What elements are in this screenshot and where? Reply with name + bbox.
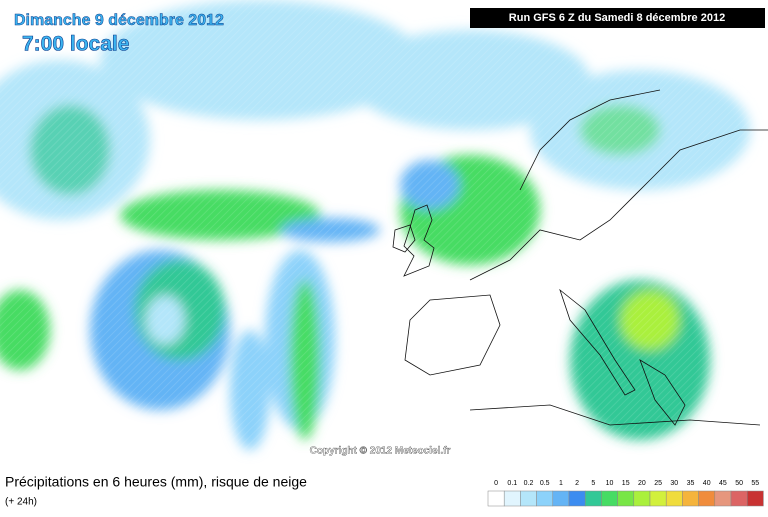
legend-swatch bbox=[698, 490, 716, 507]
legend-swatch bbox=[568, 490, 586, 507]
footer-title: Précipitations en 6 heures (mm), risque … bbox=[5, 474, 307, 490]
legend-swatch bbox=[487, 490, 505, 507]
legend-swatch bbox=[682, 490, 699, 507]
legend-label: 2 bbox=[575, 480, 579, 487]
legend-swatch bbox=[552, 490, 570, 507]
legend-label: 40 bbox=[703, 480, 711, 487]
legend-label: 0 bbox=[494, 480, 498, 487]
legend-label: 0.1 bbox=[507, 480, 517, 487]
run-box bbox=[470, 8, 765, 28]
legend-label: 20 bbox=[638, 480, 646, 487]
legend-swatch bbox=[584, 490, 602, 507]
legend-swatch bbox=[601, 490, 618, 507]
coastlines bbox=[392, 89, 768, 426]
time: 7:00 locale bbox=[22, 33, 129, 56]
legend-label: 55 bbox=[751, 480, 759, 487]
legend-swatch bbox=[520, 490, 537, 507]
legend-label: 30 bbox=[670, 480, 678, 487]
legend-swatch bbox=[665, 490, 683, 507]
snow-hatch bbox=[0, 0, 768, 468]
legend-label: 25 bbox=[654, 480, 662, 487]
legend-swatch bbox=[649, 490, 667, 507]
legend-swatch bbox=[746, 490, 764, 507]
legend-label: 10 bbox=[606, 480, 614, 487]
legend-label: 45 bbox=[719, 480, 727, 487]
run: Run GFS 6 Z du Samedi 8 décembre 2012 bbox=[509, 12, 725, 24]
copyright: Copyright © 2012 Meteociel.fr bbox=[310, 446, 451, 457]
date: Dimanche 9 décembre 2012 bbox=[14, 12, 224, 29]
legend-swatch bbox=[633, 490, 651, 507]
legend-label: 35 bbox=[687, 480, 695, 487]
legend-label: 15 bbox=[622, 480, 630, 487]
legend-label: 50 bbox=[735, 480, 743, 487]
legend-label: 0.5 bbox=[540, 480, 550, 487]
footer-lead: (+ 24h) bbox=[5, 497, 37, 508]
legend-label: 5 bbox=[591, 480, 595, 487]
legend-label: 0.2 bbox=[524, 480, 534, 487]
legend-swatch bbox=[536, 490, 554, 507]
legend: 0 0.1 0.2 0.5 1 2 5 10 15 20 25 30 35 40 45 50 55 bbox=[487, 480, 764, 507]
legend-swatch bbox=[714, 490, 732, 507]
legend-swatch bbox=[617, 490, 635, 507]
legend-swatch bbox=[730, 490, 748, 507]
legend-label: 1 bbox=[559, 480, 563, 487]
legend-swatch bbox=[503, 490, 521, 507]
